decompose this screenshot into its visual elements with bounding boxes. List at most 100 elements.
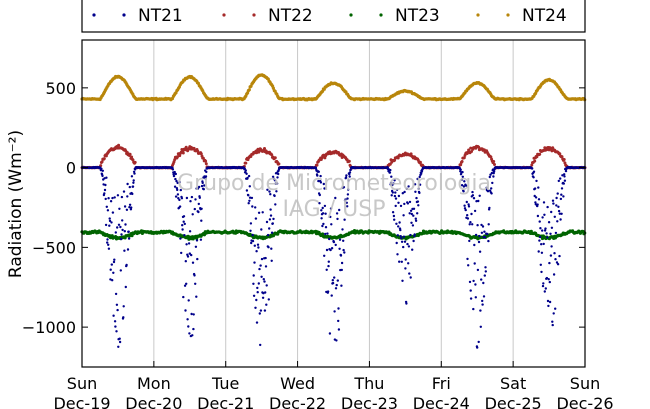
data-point xyxy=(267,298,270,301)
data-point xyxy=(474,296,477,299)
data-point xyxy=(484,270,487,273)
data-point xyxy=(545,232,548,235)
data-point xyxy=(420,172,423,175)
data-point xyxy=(493,163,496,166)
data-point xyxy=(333,310,336,313)
data-point xyxy=(416,200,420,203)
data-point xyxy=(559,197,563,201)
x-tick-label-date: Dec-22 xyxy=(269,394,326,409)
data-point xyxy=(104,183,107,187)
data-point xyxy=(102,157,106,161)
data-point xyxy=(490,187,493,190)
data-point xyxy=(345,201,348,204)
data-point xyxy=(557,205,560,208)
data-point xyxy=(334,287,338,290)
data-point xyxy=(485,186,488,189)
data-point xyxy=(201,181,204,185)
data-point xyxy=(270,247,273,250)
data-point xyxy=(398,221,401,224)
data-point xyxy=(393,179,396,182)
y-tick-label: 0 xyxy=(66,159,76,178)
data-point xyxy=(188,252,191,255)
data-point xyxy=(464,208,467,212)
data-point xyxy=(262,278,265,281)
data-point xyxy=(251,239,255,243)
data-point xyxy=(483,274,486,277)
data-point xyxy=(173,185,177,188)
data-point xyxy=(337,319,340,323)
data-point xyxy=(317,179,320,183)
data-point xyxy=(114,325,117,328)
data-point xyxy=(114,231,118,234)
data-point xyxy=(543,229,547,232)
data-point xyxy=(401,279,404,282)
x-tick-label-day: Fri xyxy=(432,374,451,393)
data-point xyxy=(390,175,393,178)
series-nt23 xyxy=(80,229,587,241)
data-point xyxy=(173,170,176,174)
data-point xyxy=(327,264,330,268)
data-point xyxy=(194,198,197,201)
data-point xyxy=(171,168,175,171)
data-point xyxy=(551,320,554,323)
data-point xyxy=(394,197,398,200)
data-point xyxy=(347,179,350,182)
data-point xyxy=(100,160,104,164)
data-point xyxy=(186,255,190,258)
data-point xyxy=(113,196,116,199)
data-point xyxy=(110,263,114,266)
data-point xyxy=(261,211,264,214)
data-point xyxy=(200,219,203,222)
data-point xyxy=(258,312,261,315)
data-point xyxy=(122,316,125,319)
x-tick-label-date: Dec-21 xyxy=(197,394,254,409)
data-point xyxy=(248,196,252,199)
data-point xyxy=(176,188,179,192)
data-point xyxy=(105,205,109,208)
data-point xyxy=(182,215,186,218)
data-point xyxy=(324,226,328,229)
data-point xyxy=(463,180,466,183)
data-point xyxy=(181,224,184,227)
data-point xyxy=(414,190,417,193)
data-point xyxy=(326,232,329,235)
data-point xyxy=(412,207,416,210)
data-point xyxy=(109,200,113,203)
x-tick-label-date: Dec-23 xyxy=(341,394,398,409)
data-point xyxy=(397,194,401,198)
data-point xyxy=(471,194,475,197)
data-point xyxy=(468,239,471,243)
y-axis: 500 0 −500 −1000 xyxy=(22,79,585,337)
data-point xyxy=(488,206,491,210)
data-point xyxy=(265,220,269,224)
data-point xyxy=(196,149,200,153)
data-point xyxy=(345,174,348,177)
data-point xyxy=(101,169,105,172)
data-point xyxy=(533,159,537,163)
data-point xyxy=(184,145,188,149)
data-point xyxy=(332,240,336,244)
data-point xyxy=(466,257,469,261)
data-point xyxy=(394,204,397,208)
data-point xyxy=(483,230,486,233)
data-point xyxy=(539,263,542,266)
data-point xyxy=(460,160,464,163)
data-point xyxy=(123,249,126,252)
data-point xyxy=(244,161,248,165)
data-point xyxy=(392,214,396,218)
data-point xyxy=(389,181,393,185)
data-point xyxy=(538,220,541,223)
data-point xyxy=(327,260,330,263)
data-point xyxy=(404,267,407,270)
data-point xyxy=(477,340,480,344)
data-point xyxy=(251,205,254,208)
data-point xyxy=(406,242,409,246)
x-tick-label-day: Sun xyxy=(67,374,97,393)
x-tick-label-day: Sun xyxy=(570,374,600,393)
data-point xyxy=(272,217,275,221)
data-point xyxy=(109,278,112,281)
data-point xyxy=(547,221,551,224)
data-point xyxy=(486,190,490,193)
data-point xyxy=(536,203,539,206)
data-point xyxy=(544,287,547,290)
